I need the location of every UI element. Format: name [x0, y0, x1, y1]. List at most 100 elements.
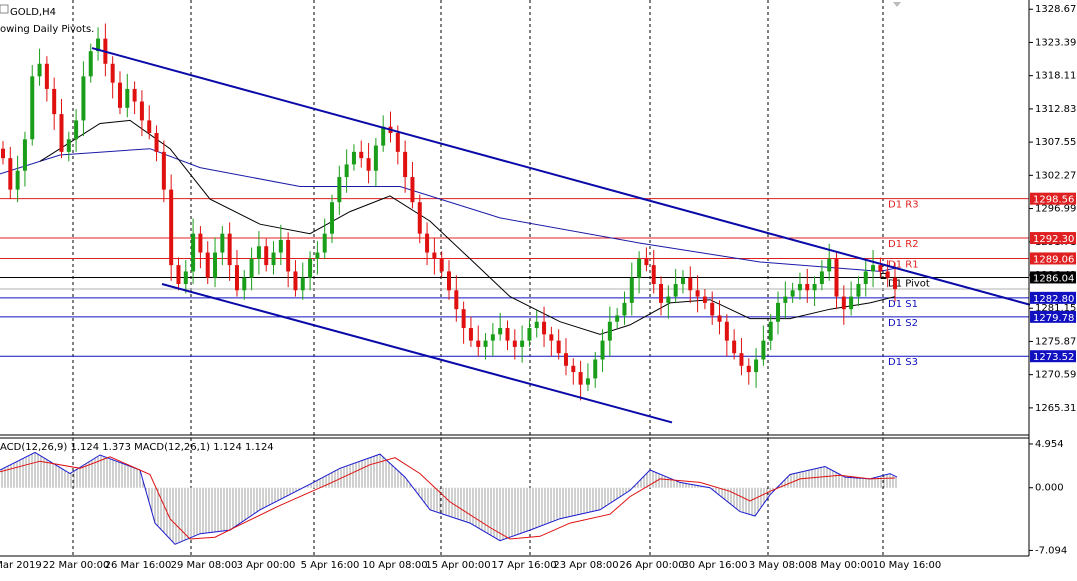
candle-body	[227, 233, 232, 266]
candle-body	[125, 88, 130, 108]
candle-body	[468, 328, 473, 341]
pivot-price-label: 1279.78	[1033, 313, 1074, 324]
candle-body	[761, 340, 766, 360]
x-tick-label: 10 Apr 08:00	[362, 560, 427, 571]
candle-body	[680, 277, 685, 284]
candle-body	[249, 258, 254, 278]
candle-body	[432, 252, 437, 259]
x-tick-label: 30 Apr 16:00	[682, 560, 747, 571]
pivot-price-label: 1292.30	[1033, 234, 1074, 245]
candle-body	[702, 296, 707, 303]
candle-body	[96, 38, 101, 52]
candle-body	[439, 258, 444, 272]
pivot-price-box	[1030, 192, 1076, 205]
channel-upper-line	[91, 47, 1031, 306]
price-tick-label: 1281.15	[1035, 303, 1076, 314]
macd-main-line	[0, 451, 898, 545]
pivot-name-label: D1 R2	[888, 239, 919, 250]
price-tick-label: 1323.39	[1035, 37, 1076, 48]
candle-body	[659, 283, 664, 303]
candle-body	[8, 158, 13, 190]
candle-body	[395, 132, 400, 152]
candle-body	[710, 302, 715, 316]
candle-body	[198, 233, 203, 253]
candle-body	[637, 258, 642, 278]
candle-body	[885, 271, 890, 278]
candle-body	[454, 290, 459, 310]
pivot-price-box	[1030, 291, 1076, 304]
candle-body	[22, 139, 27, 171]
candle-body	[600, 340, 605, 360]
candle-body	[534, 321, 539, 329]
x-tick-label: 22 Mar 00:00	[43, 560, 110, 571]
candle-body	[30, 76, 35, 140]
candle-body	[220, 233, 225, 253]
x-tick-label: 26 Mar 16:00	[105, 560, 172, 571]
candle-body	[790, 290, 795, 297]
candle-body	[593, 359, 598, 379]
candle-body	[425, 233, 430, 253]
candle-body	[234, 265, 239, 291]
candle-body	[337, 177, 342, 203]
candle-body	[381, 126, 386, 146]
pivot-name-label: D1 Pivot	[888, 278, 930, 289]
symbol-label: GOLD,H4	[10, 7, 56, 18]
macd-signal-line	[0, 456, 896, 540]
x-tick-label: 15 Apr 00:00	[425, 560, 490, 571]
candle-body	[812, 283, 817, 291]
candle-body	[410, 177, 415, 203]
candle-body	[205, 252, 210, 278]
candle-body	[403, 151, 408, 178]
pivot-price-label: 1286.04	[1033, 273, 1074, 284]
candle-body	[154, 132, 159, 152]
candle-body	[673, 283, 678, 297]
candle-body	[81, 76, 86, 121]
candle-body	[893, 277, 897, 290]
candle-body	[805, 283, 810, 291]
pivot-price-label: 1298.56	[1033, 195, 1074, 206]
price-tick-label: 1307.55	[1035, 137, 1076, 148]
candle-body	[834, 258, 839, 297]
candle-body	[286, 239, 291, 272]
shift-marker-icon	[893, 2, 901, 7]
x-tick-label: 5 Apr 16:00	[301, 560, 360, 571]
price-tick-label: 1312.83	[1035, 104, 1076, 115]
candle-body	[359, 151, 364, 159]
candle-body	[139, 101, 144, 121]
candle-body	[622, 302, 627, 316]
candle-body	[256, 246, 261, 259]
price-tick-label: 1302.27	[1035, 170, 1076, 181]
candle-body	[447, 271, 451, 291]
x-tick-label: 29 Mar 08:00	[171, 560, 238, 571]
candle-body	[768, 321, 773, 341]
candle-body	[717, 315, 722, 322]
candle-body	[527, 328, 532, 341]
x-tick-label: 17 Apr 16:00	[491, 560, 556, 571]
candle-body	[615, 315, 620, 322]
pivot-name-label: D1 S1	[888, 299, 918, 310]
candle-body	[754, 359, 759, 373]
price-tick-label: 1318.11	[1035, 71, 1076, 82]
macd-label: ACD(12,26,9) 1.124 1.373 MACD(12,26,1) 1…	[0, 442, 274, 453]
candle-body	[688, 277, 693, 291]
pivot-price-box	[1030, 252, 1076, 265]
candle-body	[549, 334, 554, 341]
candle-body	[871, 265, 876, 272]
candle-body	[819, 271, 824, 284]
candle-body	[571, 365, 576, 373]
candle-body	[88, 51, 93, 77]
candle-body	[300, 277, 305, 291]
candle-body	[695, 290, 700, 297]
x-tick-label: 8 May 00:00	[811, 560, 873, 571]
candle-body	[52, 88, 57, 115]
candle-body	[856, 283, 861, 297]
candle-body	[498, 328, 503, 335]
candle-body	[351, 151, 356, 165]
candle-body	[483, 340, 488, 347]
candle-body	[161, 151, 166, 190]
pivot-price-box	[1030, 232, 1076, 245]
candle-body	[556, 340, 561, 354]
candle-body	[308, 258, 313, 278]
candle-body	[476, 340, 481, 347]
